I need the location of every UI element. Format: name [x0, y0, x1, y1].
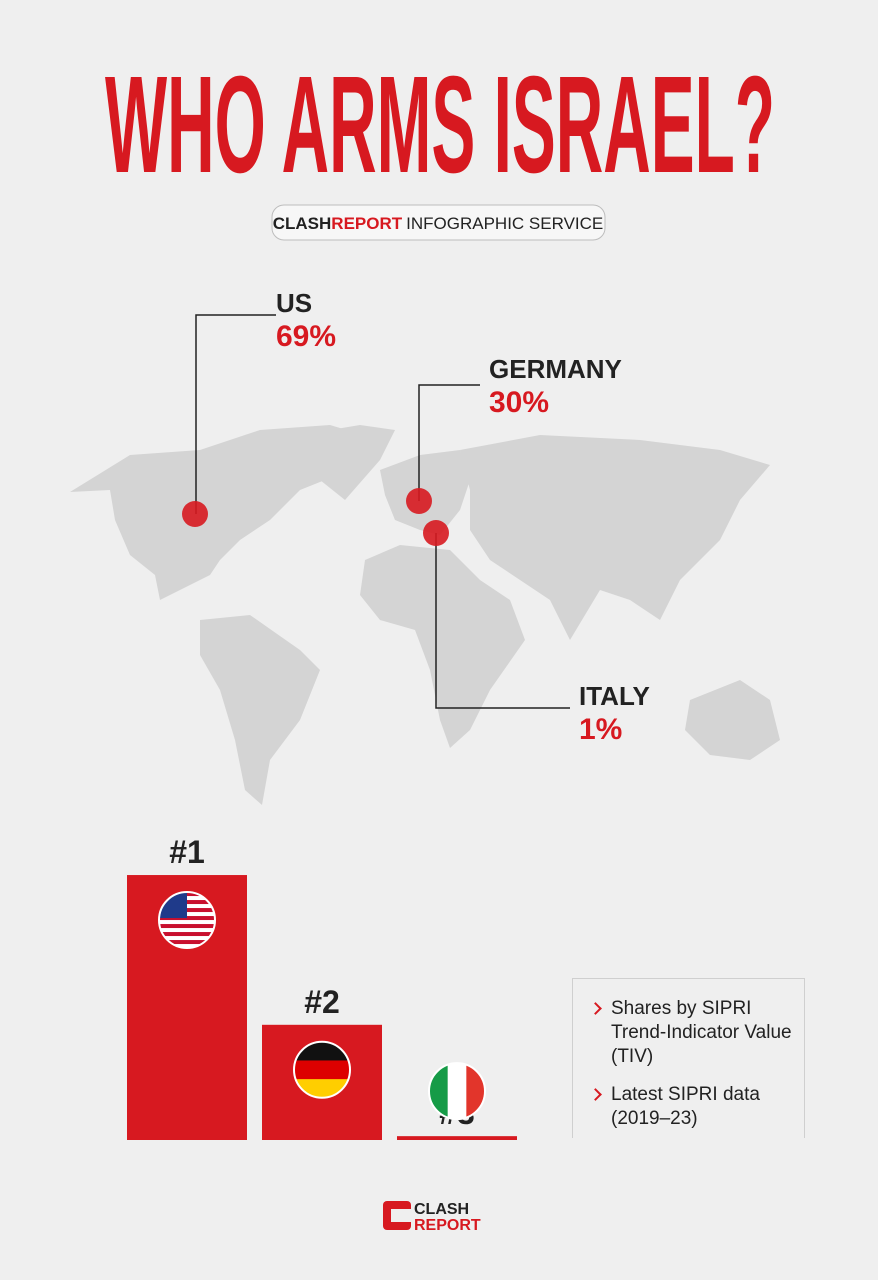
- footer-clash: CLASH: [414, 1201, 469, 1218]
- flag-ring: [428, 1062, 486, 1121]
- footer-logo: CLASH REPORT: [383, 1201, 481, 1234]
- note: Latest SIPRI data (2019–23): [587, 1083, 794, 1131]
- share-label: 1%: [579, 713, 622, 746]
- flag-stripe: [429, 1063, 449, 1120]
- asia: [460, 435, 770, 640]
- brand-line: CLASHREPORT INFOGRAPHIC SERVICE: [273, 214, 604, 233]
- greenland: [300, 425, 395, 500]
- north-america: [70, 425, 380, 600]
- notes-box: Shares by SIPRI Trend-Indicator Value (T…: [572, 978, 805, 1138]
- flag-ring: [293, 1040, 351, 1099]
- country-label: GERMANY: [489, 354, 622, 384]
- rank-label: #1: [169, 834, 205, 870]
- flag-stripe: [447, 1063, 467, 1120]
- bar: [397, 1136, 517, 1140]
- country-label: ITALY: [579, 681, 650, 711]
- world-map: [70, 425, 780, 805]
- location-dot: [423, 520, 449, 546]
- brand-pill: [271, 204, 606, 241]
- note: Shares by SIPRI Trend-Indicator Value (T…: [587, 997, 794, 1069]
- flag: [159, 892, 215, 949]
- flag-stripe: [159, 932, 215, 937]
- title: WHO ARMS ISRAEL?: [105, 48, 775, 202]
- brand-clash: CLASH: [273, 214, 332, 233]
- share-label: 30%: [489, 386, 549, 419]
- south-america: [200, 615, 320, 805]
- callout-line: [195, 314, 276, 514]
- logo-cut: [391, 1209, 411, 1222]
- flag-stripe: [294, 1060, 350, 1080]
- africa: [360, 545, 525, 748]
- country-label: US: [276, 288, 312, 318]
- share-label: 69%: [276, 320, 336, 353]
- brand-report: REPORT: [331, 214, 402, 233]
- flag-stripe: [159, 940, 215, 945]
- location-dot: [406, 488, 432, 514]
- australia: [685, 680, 780, 760]
- rank-label: #2: [304, 984, 340, 1020]
- callout-line: [435, 533, 570, 709]
- flag-stripe: [159, 924, 215, 929]
- flag-ring: [158, 891, 216, 950]
- callout-line: [418, 384, 480, 501]
- brand-service: INFOGRAPHIC SERVICE: [406, 214, 603, 233]
- footer-report: REPORT: [414, 1217, 481, 1234]
- location-dot: [182, 501, 208, 527]
